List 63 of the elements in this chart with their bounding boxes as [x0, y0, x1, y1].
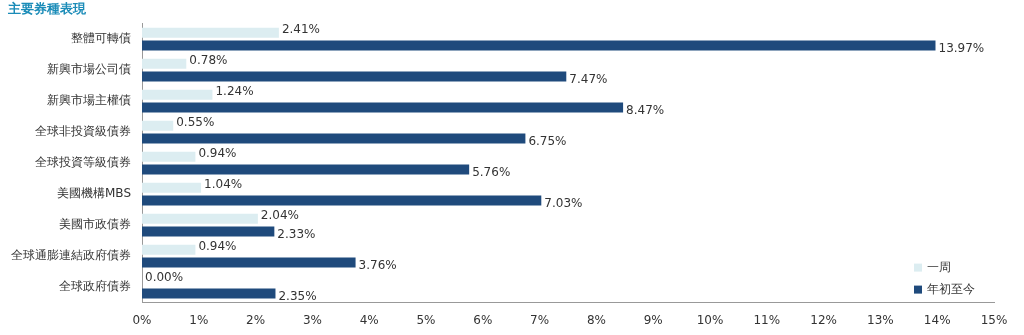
bar	[142, 89, 213, 100]
y-tick-label: 整體可轉債	[71, 31, 131, 46]
bar	[142, 244, 196, 255]
data-label: 7.03%	[544, 195, 583, 210]
data-label: 13.97%	[938, 40, 985, 55]
y-tick-label: 全球投資等級債券	[35, 155, 131, 170]
x-tick-label: 1%	[189, 312, 209, 327]
bar	[142, 257, 356, 268]
x-tick-label: 10%	[696, 312, 724, 327]
x-tick-label: 6%	[473, 312, 493, 327]
bar	[142, 120, 174, 131]
x-tick-label: 9%	[643, 312, 663, 327]
y-tick-label: 新興市場主權債	[47, 93, 131, 108]
x-tick-label: 4%	[359, 312, 379, 327]
data-label: 2.33%	[277, 226, 316, 241]
data-label: 7.47%	[569, 71, 608, 86]
x-tick-label: 13%	[867, 312, 894, 327]
bar	[142, 151, 196, 162]
x-tick-label: 14%	[923, 312, 951, 327]
bar	[142, 102, 624, 113]
data-label: 2.35%	[278, 288, 317, 303]
data-label: 3.76%	[358, 257, 397, 272]
data-label: 2.41%	[281, 21, 321, 36]
x-tick-label: 12%	[810, 312, 837, 327]
bar	[142, 182, 202, 193]
bar	[142, 27, 279, 38]
data-label: 2.04%	[260, 207, 299, 222]
x-tick-label: 8%	[586, 312, 606, 327]
bar	[142, 40, 936, 51]
y-tick-label: 全球通膨連結政府債券	[11, 248, 131, 263]
legend-label: 一周	[927, 259, 951, 274]
y-tick-label: 新興市場公司債	[47, 62, 131, 77]
x-tick-label: 5%	[416, 312, 436, 327]
data-label: 0.78%	[189, 52, 228, 67]
y-tick-label: 全球政府債券	[59, 279, 131, 294]
data-label: 0.00%	[145, 269, 184, 284]
data-label: 1.24%	[215, 83, 254, 98]
data-label: 0.55%	[176, 114, 215, 129]
bar	[142, 213, 258, 224]
bar	[142, 58, 187, 69]
data-label: 1.04%	[204, 176, 243, 191]
bar	[142, 195, 542, 206]
x-tick-label: 3%	[302, 312, 322, 327]
x-tick-label: 0%	[132, 312, 152, 327]
y-tick-label: 全球非投資級債券	[35, 124, 131, 139]
bar	[142, 288, 276, 299]
data-label: 6.75%	[528, 133, 567, 148]
x-tick-label: 15%	[980, 312, 1008, 327]
bar	[142, 164, 470, 175]
data-label: 0.94%	[198, 145, 237, 160]
legend-label: 年初至今	[927, 281, 975, 296]
bar	[142, 71, 567, 82]
bar	[142, 133, 526, 144]
x-tick-label: 7%	[530, 312, 550, 327]
chart-title: 主要券種表現	[7, 1, 87, 17]
x-tick-label: 2%	[246, 312, 266, 327]
data-label: 5.76%	[472, 164, 511, 179]
data-label: 0.94%	[198, 238, 237, 253]
x-tick-label: 11%	[753, 312, 781, 327]
bar	[142, 226, 275, 237]
data-label: 8.47%	[626, 102, 665, 117]
y-tick-label: 美國機構MBS	[57, 186, 131, 201]
y-tick-label: 美國市政債券	[59, 217, 131, 232]
